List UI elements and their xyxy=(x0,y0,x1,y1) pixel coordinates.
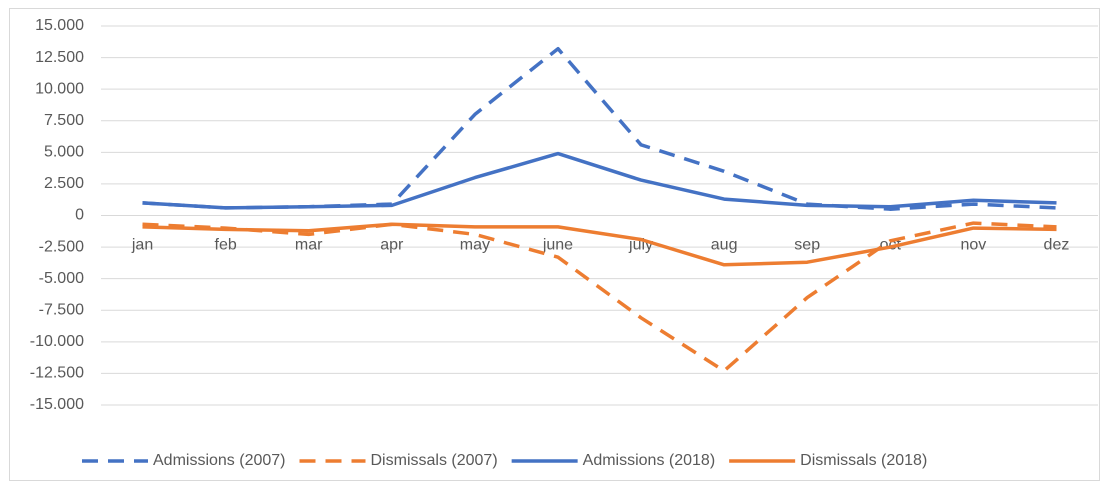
y-tick-label: 15.000 xyxy=(35,17,84,34)
y-tick-label: -12.500 xyxy=(30,365,84,382)
series-line xyxy=(142,151,1057,210)
x-tick-label: feb xyxy=(215,237,237,254)
y-tick-label: 10.000 xyxy=(35,80,84,97)
legend-label: Admissions (2007) xyxy=(153,452,286,469)
y-tick-label: -15.000 xyxy=(30,396,84,413)
y-tick-label: -5.000 xyxy=(39,270,84,287)
x-tick-label: sep xyxy=(794,237,820,254)
y-tick-label: -7.500 xyxy=(39,301,84,318)
x-tick-label: dez xyxy=(1044,237,1070,254)
legend-label: Admissions (2018) xyxy=(583,452,716,469)
chart-frame xyxy=(9,8,1100,481)
x-tick-label: june xyxy=(542,237,573,254)
x-tick-label: aug xyxy=(711,237,738,254)
x-tick-label: mar xyxy=(295,237,323,254)
y-tick-label: 5.000 xyxy=(44,144,84,161)
y-tick-label: 7.500 xyxy=(44,112,84,129)
series-line xyxy=(142,222,1057,267)
x-tick-label: jan xyxy=(131,237,153,254)
series-line xyxy=(142,221,1057,373)
legend-label: Dismissals (2007) xyxy=(371,452,498,469)
y-tick-label: 12.500 xyxy=(35,49,84,66)
y-tick-label: -10.000 xyxy=(30,333,84,350)
y-tick-label: -2.500 xyxy=(39,238,84,255)
y-tick-label: 0 xyxy=(75,207,84,224)
y-tick-label: 2.500 xyxy=(44,175,84,192)
x-tick-label: may xyxy=(460,237,490,254)
legend-label: Dismissals (2018) xyxy=(800,452,927,469)
x-tick-label: apr xyxy=(380,237,404,254)
x-tick-label: nov xyxy=(960,237,986,254)
